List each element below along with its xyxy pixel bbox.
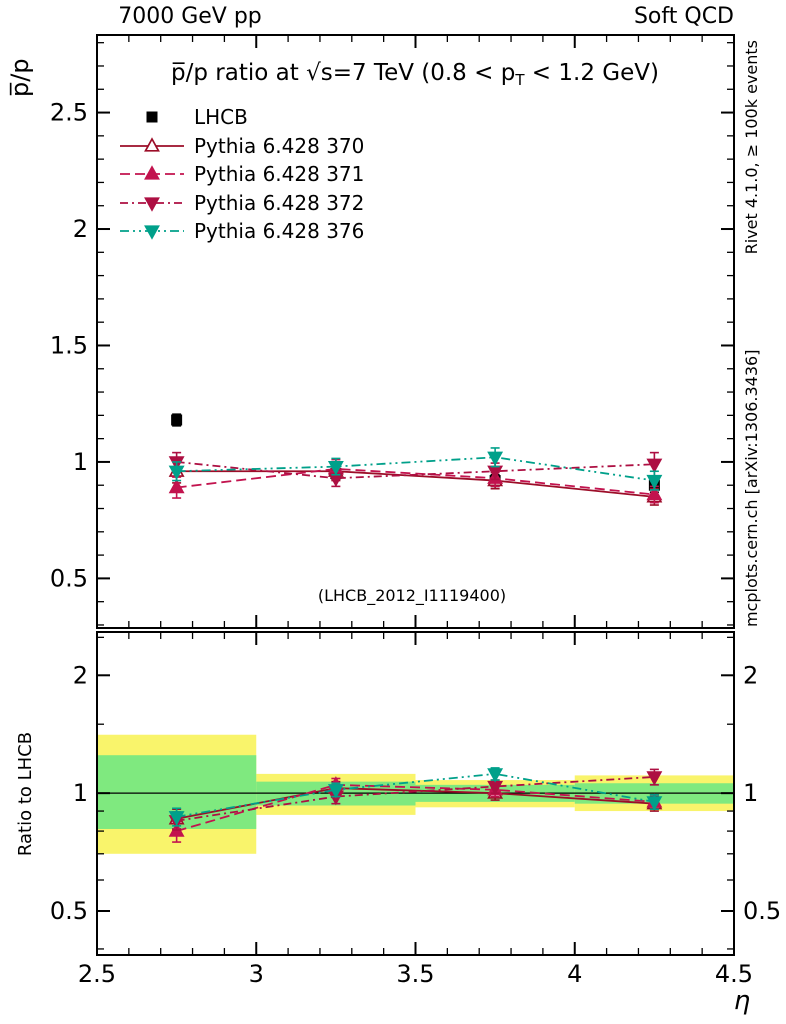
y-tick-label: 1.5 bbox=[50, 331, 88, 359]
series-line-pythia-6-428-370 bbox=[176, 470, 655, 498]
chart-generated-content: 2.5 3 3.5 4 4.5 0.5 1 1.5 2 2.5 0.5 0.5 1 1 2 2 LHCB Pyth… bbox=[50, 34, 781, 988]
legend-label: Pythia 6.428 370 bbox=[194, 134, 364, 158]
y-tick-label-right: 0.5 bbox=[743, 897, 781, 925]
marker-triangle-down-filled bbox=[144, 197, 160, 212]
marker-triangle-down-filled bbox=[168, 811, 185, 826]
x-tick-label: 3 bbox=[249, 960, 264, 988]
x-tick-label: 4.5 bbox=[715, 960, 753, 988]
rivet-version-credit: Rivet 4.1.0, ≥ 100k events bbox=[742, 40, 761, 254]
legend-label: Pythia 6.428 371 bbox=[194, 162, 364, 186]
y-tick-label: 2 bbox=[73, 215, 88, 243]
marker-triangle-up-open bbox=[144, 137, 160, 152]
marker-triangle-down-filled bbox=[646, 771, 663, 786]
series-line-pythia-6-428-371 bbox=[176, 783, 655, 832]
marker-triangle-down-filled bbox=[487, 768, 504, 783]
header-process-label: Soft QCD bbox=[634, 4, 734, 29]
x-tick-label: 2.5 bbox=[78, 960, 116, 988]
legend-item-pythia-6-428-372: Pythia 6.428 372 bbox=[120, 191, 364, 215]
legend-item-pythia-6-428-371: Pythia 6.428 371 bbox=[120, 162, 364, 186]
ratio-y-axis-label: Ratio to LHCB bbox=[15, 732, 36, 856]
marker-square bbox=[146, 111, 158, 123]
legend-label: Pythia 6.428 376 bbox=[194, 219, 364, 243]
marker-triangle-up-filled bbox=[646, 485, 663, 501]
y-tick-label: 2.5 bbox=[50, 99, 88, 127]
main-y-axis-label: p̅/p bbox=[6, 58, 34, 97]
series-line-pythia-6-428-376 bbox=[176, 456, 655, 482]
legend-item-lhcb: LHCB bbox=[146, 105, 248, 129]
y-tick-label: 1 bbox=[73, 779, 88, 807]
marker-triangle-down-filled bbox=[646, 458, 663, 474]
x-tick-label: 3.5 bbox=[396, 960, 434, 988]
y-tick-label: 2 bbox=[73, 661, 88, 689]
legend-item-pythia-6-428-370: Pythia 6.428 370 bbox=[120, 134, 364, 158]
series-line-pythia-6-428-376 bbox=[176, 772, 655, 818]
marker-triangle-down-filled bbox=[327, 460, 344, 476]
main-panel-frame bbox=[96, 34, 735, 629]
series-line-pythia-6-428-372 bbox=[176, 461, 655, 480]
y-tick-label: 1 bbox=[73, 448, 88, 476]
legend-item-pythia-6-428-376: Pythia 6.428 376 bbox=[120, 219, 364, 243]
y-tick-label-right: 2 bbox=[743, 661, 758, 689]
marker-triangle-down-filled bbox=[168, 465, 185, 481]
marker-triangle-down-filled bbox=[646, 474, 663, 490]
legend-label: Pythia 6.428 372 bbox=[194, 191, 364, 215]
marker-triangle-down-filled bbox=[144, 225, 160, 240]
legend-label: LHCB bbox=[194, 105, 248, 129]
plot-title-post: < 1.2 GeV) bbox=[524, 60, 658, 86]
analysis-watermark: (LHCB_2012_I1119400) bbox=[318, 586, 506, 606]
series-line-pythia-6-428-372 bbox=[176, 776, 655, 822]
marker-square bbox=[171, 414, 183, 426]
y-tick-label: 0.5 bbox=[50, 897, 88, 925]
series-line-pythia-6-428-371 bbox=[176, 468, 655, 496]
marker-triangle-up-filled bbox=[144, 165, 160, 180]
y-tick-label: 0.5 bbox=[50, 564, 88, 592]
legend: LHCB Pythia 6.428 370 Pythia 6.428 371 Pyth… bbox=[120, 105, 364, 243]
plot-title-sub: T bbox=[514, 71, 525, 89]
marker-triangle-down-filled bbox=[646, 796, 663, 811]
header-beam-label: 7000 GeV pp bbox=[118, 4, 262, 29]
y-tick-label-right: 1 bbox=[743, 779, 758, 807]
x-tick-label: 4 bbox=[567, 960, 582, 988]
plot-title-pre: p̅/p ratio at √s=7 TeV (0.8 < p bbox=[171, 60, 515, 86]
marker-triangle-down-filled bbox=[487, 451, 504, 467]
plot-title: p̅/p ratio at √s=7 TeV (0.8 < pT < 1.2 G… bbox=[171, 60, 659, 89]
marker-triangle-up-filled bbox=[168, 478, 185, 494]
mcplots-credit: mcplots.cern.ch [arXiv:1306.3436] bbox=[742, 350, 761, 627]
marker-triangle-down-filled bbox=[327, 784, 344, 799]
x-axis-label: η bbox=[734, 986, 750, 1016]
